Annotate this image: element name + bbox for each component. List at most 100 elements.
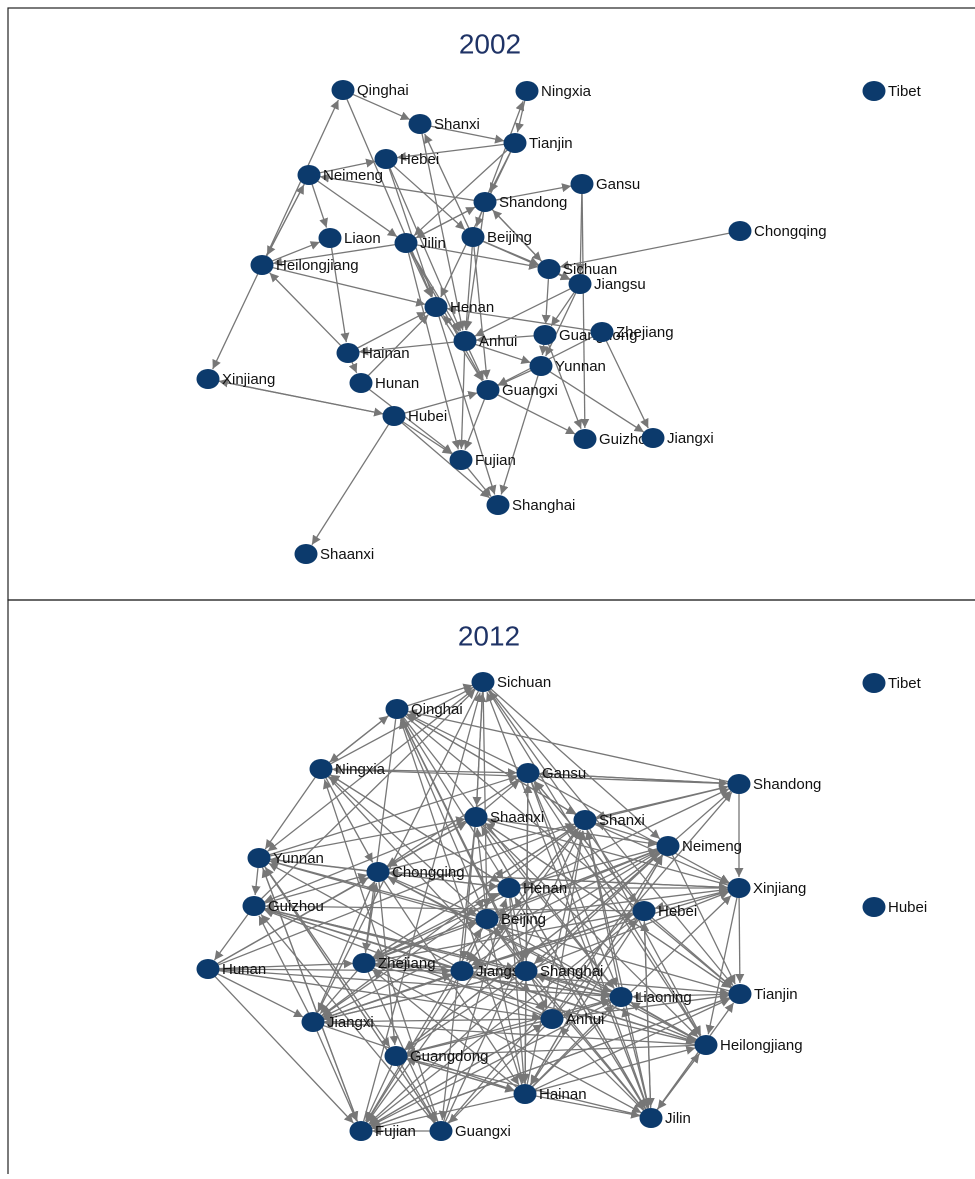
edge [321,825,578,1016]
node [727,774,751,794]
edge [496,393,576,435]
edge [575,193,585,274]
node [429,1121,453,1141]
node [641,428,665,448]
node-label: Heilongjiang [276,257,359,274]
edge [370,996,730,1129]
edge [319,970,358,1015]
edge [462,246,473,331]
node [336,343,360,363]
node-label: Heilongjiang [720,1037,803,1054]
node-label: Shanghai [540,963,603,980]
panel-title: 2002 [459,28,521,59]
node-label: Beijing [487,229,532,246]
node [366,862,390,882]
node [453,331,477,351]
edge [494,183,572,201]
edge [580,193,590,429]
edge [440,151,512,298]
edge [217,969,542,1021]
edge [268,774,518,856]
edges-2002 [212,93,731,546]
edge [264,907,453,969]
node-label: Shanghai [512,497,575,514]
node-label: Gansu [596,176,640,193]
node-label: Henan [450,299,494,316]
node [590,322,614,342]
edge [531,1004,614,1088]
edge [472,890,730,970]
edge [406,713,520,770]
edge [356,311,427,349]
node [384,1046,408,1066]
edge [251,867,261,896]
edge [521,782,531,961]
edge [212,273,259,370]
node-label: Chongqing [392,864,465,881]
edge [475,692,487,808]
node [352,953,376,973]
edge [272,243,397,267]
node [862,81,886,101]
edge [535,974,697,1042]
edge [372,969,518,1089]
node [297,165,321,185]
edge [545,292,577,357]
node-label: Hubei [408,408,447,425]
node [728,984,752,1004]
nodes-2012: Sichuan Tibet Qinghai Ningxia Gansu Shandong S… [196,672,927,1141]
edge [311,184,328,228]
node [242,896,266,916]
edge [705,897,738,1035]
edge [509,897,528,1084]
node [196,369,220,389]
edge [530,919,640,1086]
edge [559,232,731,270]
edge [404,975,518,1051]
node-label: Shanxi [434,116,480,133]
edge [547,344,583,429]
edge [368,388,453,454]
edge [368,852,662,1124]
edge [466,467,492,497]
edge [447,791,733,1124]
edge [316,881,375,1014]
node-label: Jilin [420,235,446,252]
edge [373,962,516,975]
edge [473,246,491,380]
edge [536,777,730,884]
edge [471,973,696,1044]
edge [405,1058,515,1093]
node [196,959,220,979]
node-label: Tibet [888,675,922,692]
edge [351,93,411,121]
edge [400,1064,436,1122]
edge [213,913,249,961]
node-label: Zhejiang [378,955,436,972]
edge [367,971,438,1122]
node-label: Yunnan [273,850,324,867]
edge [483,822,732,989]
edge [401,718,523,963]
edge [263,907,516,971]
edge [541,278,551,325]
node [486,495,510,515]
edge [415,206,477,239]
node-label: Henan [523,880,567,897]
edge [429,125,505,144]
node [537,259,561,279]
edge [549,370,645,433]
edge [374,912,635,964]
node [349,373,373,393]
node [609,987,633,1007]
edge [533,781,702,1037]
node-label: Ningxia [541,83,592,100]
node [862,673,886,693]
edge [371,1095,516,1132]
node-label: Qinghai [357,82,409,99]
node-label: Fujian [475,452,516,469]
node [301,1012,325,1032]
node [473,192,497,212]
node [471,672,495,692]
node-label: Xinjiang [753,880,806,897]
